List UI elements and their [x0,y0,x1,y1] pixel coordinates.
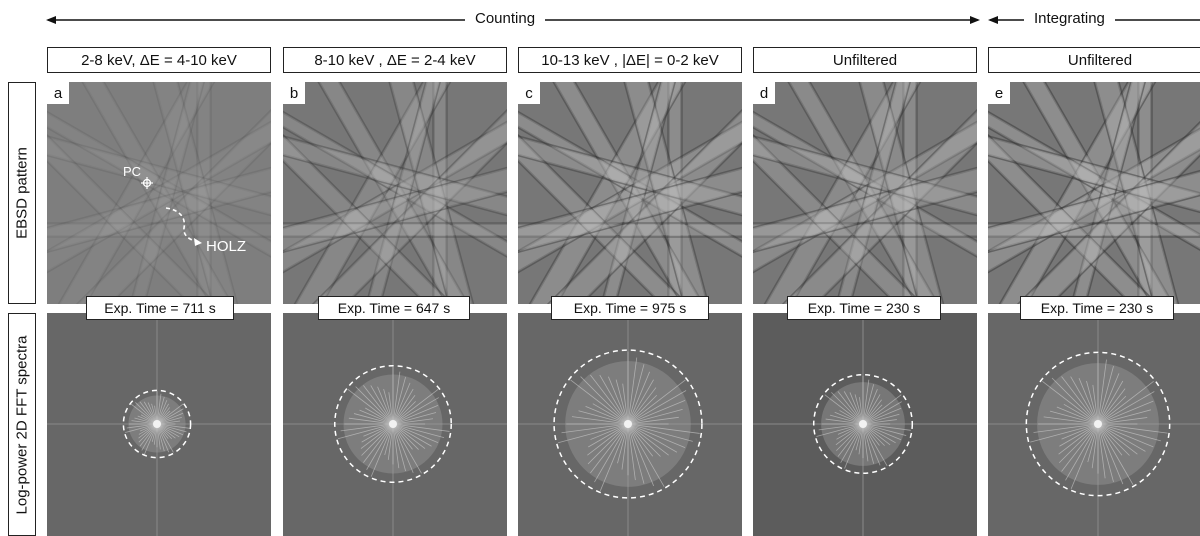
row-label-ebsd-text: EBSD pattern [13,147,31,239]
fft-cutoff-circle [1025,351,1171,497]
panel-letter-c: c [518,82,540,104]
panel-letter-a: a [47,82,69,104]
column-header-b: 8-10 keV , ΔE = 2-4 keV [283,47,507,73]
exposure-time-a: Exp. Time = 711 s [86,296,234,320]
column-header-c: 10-13 keV , |ΔE| = 0-2 keV [518,47,742,73]
row-label-ebsd: EBSD pattern [8,82,36,304]
exposure-time-e: Exp. Time = 230 s [1020,296,1174,320]
holz-label: HOLZ [206,238,247,255]
column-header-e: Unfiltered [988,47,1200,73]
fft-cutoff-circle [812,373,914,475]
row-label-fft: Log-power 2D FFT spectra [8,313,36,536]
fft-cutoff-circle [334,365,452,483]
fft-panel-c [518,313,742,536]
pattern-center-marker [141,177,153,189]
ebsd-panel-b: b [283,82,507,304]
panel-letter-d: d [753,82,775,104]
panel-letter-b: b [283,82,305,104]
panel-letter-e: e [988,82,1010,104]
pattern-center-label: PC [123,164,142,179]
top-arrows [46,16,1200,24]
exposure-time-d: Exp. Time = 230 s [787,296,941,320]
fft-panel-b [283,313,507,536]
counting-group-label: Counting [465,9,546,29]
column-header-d: Unfiltered [753,47,977,73]
ebsd-panel-d: d [753,82,977,304]
fft-panel-a [47,313,271,536]
exposure-time-c: Exp. Time = 975 s [551,296,709,320]
fft-panel-e [988,313,1200,536]
column-header-a: 2-8 keV, ΔE = 4-10 keV [47,47,271,73]
row-label-fft-text: Log-power 2D FFT spectra [13,335,31,514]
integrating-group-label: Integrating [1024,9,1115,29]
ebsd-panel-c: c [518,82,742,304]
exposure-time-b: Exp. Time = 647 s [318,296,470,320]
ebsd-panel-a: a [47,82,271,304]
fft-panel-d [753,313,977,536]
fft-cutoff-circle [553,349,703,499]
ebsd-panel-e: e [988,82,1200,304]
fft-cutoff-circle [122,389,192,459]
holz-arrow [165,207,202,246]
